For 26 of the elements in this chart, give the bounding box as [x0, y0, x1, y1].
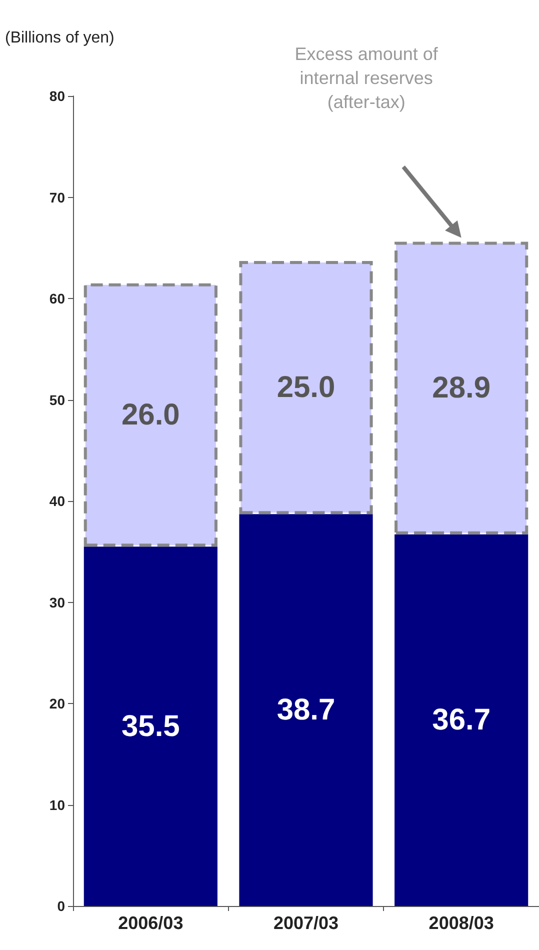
data-label: 35.5 [121, 710, 180, 743]
x-tick-label: 2008/03 [428, 913, 494, 933]
bar [84, 546, 218, 906]
y-tick-label: 40 [49, 493, 66, 509]
y-tick-label: 70 [49, 189, 66, 206]
y-tick-label: 20 [49, 696, 66, 712]
data-label: 28.9 [432, 372, 491, 405]
y-tick-label: 60 [49, 290, 66, 306]
data-label: 36.7 [432, 704, 491, 737]
x-tick-label: 2007/03 [273, 913, 339, 933]
y-tick-label: 50 [49, 392, 66, 408]
bar [239, 261, 373, 514]
y-tick-label: 30 [49, 594, 66, 610]
y-tick-label: 10 [49, 796, 66, 813]
bar [239, 514, 373, 906]
data-label: 26.0 [121, 398, 180, 432]
annotation: Excess amount of internal reserves (after-tax) [294, 44, 439, 112]
bar [394, 534, 528, 906]
bar [84, 283, 218, 547]
y-tick-label: 80 [49, 88, 66, 104]
y-axis-title: (Billions of yen) [5, 30, 114, 46]
y-tick-label: 0 [57, 898, 66, 914]
data-label: 25.0 [276, 371, 336, 404]
x-tick-label: 2006/03 [118, 913, 184, 933]
bar [394, 242, 528, 534]
data-label: 38.7 [276, 694, 336, 727]
